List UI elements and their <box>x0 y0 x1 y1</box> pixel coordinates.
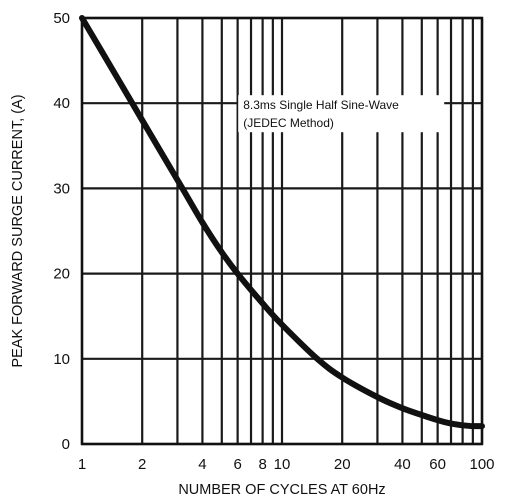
y-tick-label: 30 <box>53 180 70 197</box>
x-tick-label: 100 <box>469 456 494 473</box>
x-tick-label: 8 <box>258 456 266 473</box>
grid <box>80 16 484 446</box>
x-tick-label: 1 <box>78 456 86 473</box>
annotation-line-2: (JEDEC Method) <box>243 116 334 130</box>
annotation-line-1: 8.3ms Single Half Sine-Wave <box>243 98 399 112</box>
y-tick-label: 50 <box>53 10 70 27</box>
x-tick-label: 2 <box>138 456 146 473</box>
annotation: 8.3ms Single Half Sine-Wave (JEDEC Metho… <box>238 95 445 133</box>
x-tick-label: 10 <box>274 456 291 473</box>
y-tick-label: 0 <box>62 436 70 453</box>
x-tick-label: 20 <box>334 456 351 473</box>
series-layer <box>79 15 485 430</box>
y-tick-label: 40 <box>53 95 70 112</box>
y-tick-labels: 0 10 20 30 40 50 <box>53 10 70 453</box>
x-axis-title: NUMBER OF CYCLES AT 60Hz <box>178 482 385 498</box>
y-axis-title: PEAK FORWARD SURGE CURRENT, (A) <box>10 94 26 367</box>
y-tick-label: 10 <box>53 351 70 368</box>
plot-frame <box>80 16 484 446</box>
x-tick-labels: 1 2 4 6 8 10 20 40 60 100 <box>78 456 495 473</box>
y-tick-label: 20 <box>53 266 70 283</box>
annotation-background <box>238 95 445 133</box>
x-tick-label: 6 <box>233 456 241 473</box>
x-tick-label: 4 <box>198 456 206 473</box>
x-tick-label: 60 <box>429 456 446 473</box>
series-curve <box>79 15 485 430</box>
x-tick-label: 40 <box>394 456 411 473</box>
